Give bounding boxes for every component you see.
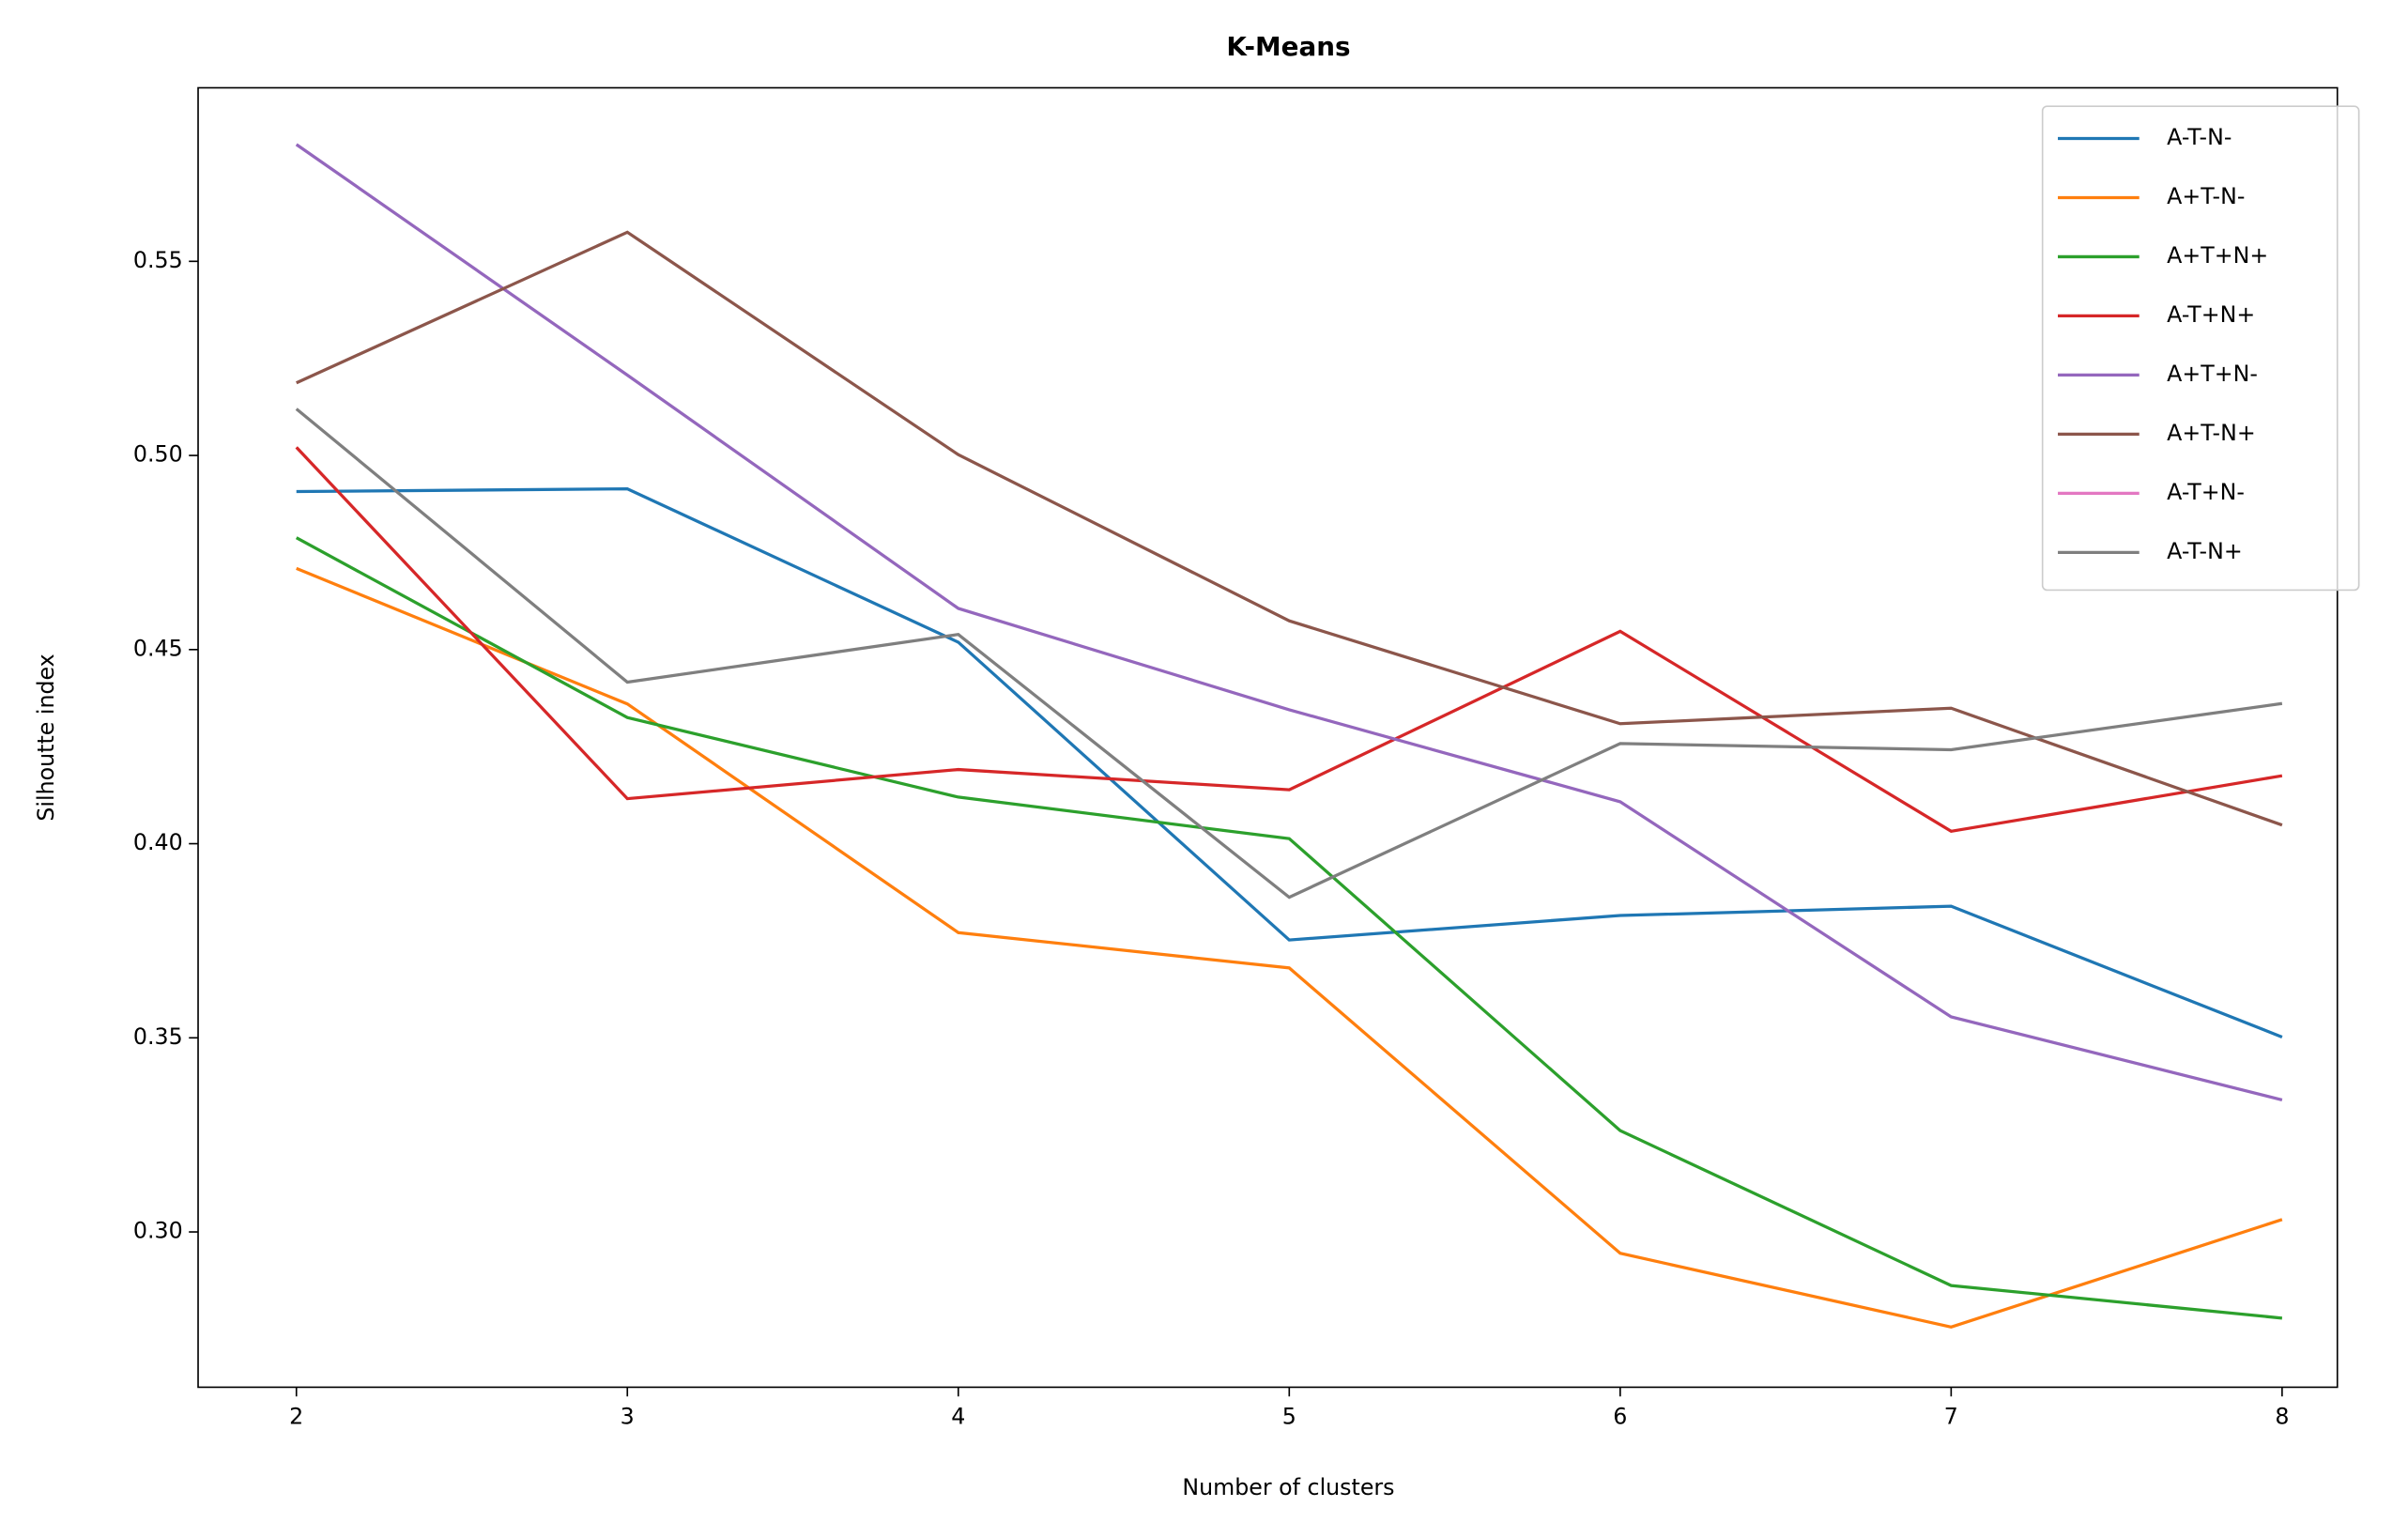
series-line [296,566,2283,1330]
x-tick-label: 7 [1944,1404,1958,1430]
legend-label: A+T-N- [2167,183,2245,209]
y-axis-label: Silhoutte index [33,654,59,821]
y-tick-label: 0.40 [133,829,183,855]
x-tick-label: 2 [289,1404,303,1430]
y-tick-label: 0.50 [133,441,183,468]
chart-title: K-Means [1226,31,1350,62]
legend-label: A+T+N- [2167,361,2258,387]
plot-frame [197,86,2339,1389]
x-tick-label: 8 [2275,1404,2289,1430]
y-tick-label: 0.35 [133,1023,183,1050]
x-tick-label: 5 [1282,1404,1296,1430]
legend-label: A-T-N+ [2167,538,2243,564]
series-line [296,230,2283,827]
x-tick-label: 6 [1613,1404,1627,1430]
x-tick-label: 4 [951,1404,965,1430]
legend-label: A-T+N- [2167,479,2245,505]
legend-label: A-T-N- [2167,124,2232,150]
series-line [295,143,2283,1102]
y-tick-label: 0.30 [133,1218,183,1244]
legend-label: A-T+N+ [2167,301,2255,328]
series-line [295,446,2283,834]
legend-label: A+T-N+ [2167,420,2256,446]
series-line [296,486,2283,1038]
series-line [295,536,2283,1320]
legend-box [2041,105,2360,592]
y-tick-label: 0.55 [133,247,183,273]
x-tick-label: 3 [621,1404,635,1430]
x-axis-label: Number of clusters [1182,1474,1394,1500]
series-line [295,408,2283,900]
legend-label: A+T+N+ [2167,242,2268,269]
y-tick-label: 0.45 [133,635,183,661]
